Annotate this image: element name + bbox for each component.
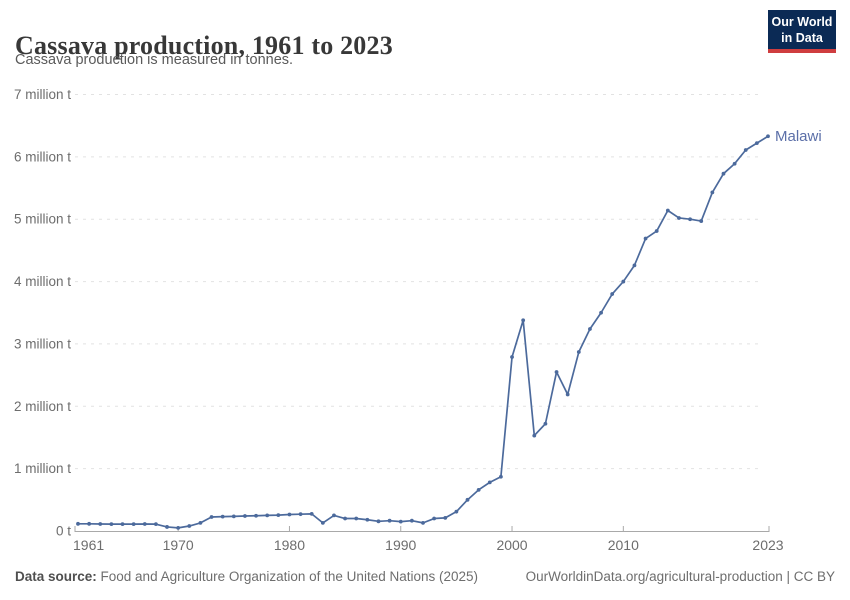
data-point[interactable] (209, 515, 214, 519)
data-source-label: Data source: (15, 569, 97, 584)
data-point[interactable] (665, 208, 670, 213)
x-axis-line (74, 526, 770, 532)
data-point[interactable] (766, 134, 770, 139)
data-point[interactable] (610, 292, 615, 296)
data-point[interactable] (588, 327, 592, 331)
data-point[interactable] (543, 421, 548, 426)
data-point[interactable] (376, 519, 381, 524)
owid-logo[interactable]: Our World in Data (768, 10, 836, 54)
data-source-note: Data source: Food and Agriculture Organi… (15, 569, 478, 585)
x-axis-label: 1980 (274, 537, 305, 553)
data-point[interactable] (454, 509, 459, 514)
chart-subtitle: Cassava production is measured in tonnes… (15, 52, 294, 68)
data-point[interactable] (510, 355, 514, 359)
data-point[interactable] (220, 514, 225, 519)
data-point[interactable] (576, 350, 581, 354)
data-point[interactable] (743, 148, 748, 152)
data-point[interactable] (565, 392, 570, 397)
data-point[interactable] (699, 219, 704, 223)
y-axis-label: 2 million t (14, 399, 71, 414)
data-point[interactable] (109, 522, 114, 527)
data-point[interactable] (476, 487, 481, 492)
data-source-text: Food and Agriculture Organization of the… (96, 569, 479, 584)
data-point[interactable] (265, 513, 270, 518)
data-point[interactable] (621, 279, 626, 284)
x-axis-label: 2000 (496, 537, 527, 553)
data-point[interactable] (198, 520, 203, 525)
y-axis-label: 6 million t (14, 149, 71, 164)
data-point[interactable] (298, 512, 303, 517)
data-point[interactable] (643, 236, 648, 241)
data-point[interactable] (677, 216, 681, 220)
data-point[interactable] (754, 141, 759, 146)
data-point[interactable] (365, 517, 370, 522)
data-point[interactable] (387, 518, 392, 523)
data-point[interactable] (76, 521, 80, 526)
data-point[interactable] (421, 520, 425, 525)
x-axis-label: 1961 (73, 537, 104, 553)
data-point[interactable] (243, 514, 247, 518)
data-point[interactable] (443, 516, 448, 520)
y-axis-label: 1 million t (14, 461, 71, 476)
data-point[interactable] (276, 513, 281, 517)
data-point[interactable] (332, 513, 336, 518)
data-point[interactable] (231, 514, 236, 519)
data-point[interactable] (98, 522, 103, 526)
data-point[interactable] (732, 161, 737, 166)
data-point[interactable] (632, 263, 637, 268)
page-title: Cassava production, 1961 to 2023 (15, 31, 393, 61)
data-point[interactable] (521, 318, 526, 323)
y-axis-label: 3 million t (14, 336, 71, 351)
data-point[interactable] (287, 512, 292, 517)
owid-url-license[interactable]: OurWorldinData.org/agricultural-producti… (525, 569, 835, 584)
data-point[interactable] (254, 513, 258, 518)
data-point[interactable] (432, 516, 437, 521)
x-axis-label: 1990 (385, 537, 416, 553)
owid-logo-line1: Our World (771, 15, 833, 29)
data-point[interactable] (710, 190, 715, 195)
data-point[interactable] (120, 522, 125, 527)
data-point[interactable] (487, 480, 492, 485)
data-point[interactable] (187, 524, 192, 528)
data-point[interactable] (154, 522, 158, 527)
data-point[interactable] (343, 516, 347, 521)
data-point[interactable] (721, 171, 726, 176)
chart-footer: Data source: Food and Agriculture Organi… (15, 569, 835, 585)
y-axis-label: 5 million t (14, 212, 71, 227)
data-point[interactable] (165, 525, 169, 529)
data-point[interactable] (354, 516, 359, 521)
data-point[interactable] (398, 519, 403, 524)
data-point[interactable] (87, 521, 92, 526)
data-point[interactable] (309, 511, 314, 516)
y-axis-label: 7 million t (14, 87, 71, 102)
x-axis-label: 2010 (608, 537, 639, 553)
y-axis-label: 4 million t (14, 274, 71, 289)
data-point[interactable] (654, 229, 659, 233)
data-point[interactable] (131, 522, 136, 527)
x-axis-label: 2023 (752, 537, 783, 553)
owid-logo-line2: in Data (781, 30, 823, 45)
data-point[interactable] (554, 370, 559, 374)
data-point[interactable] (465, 497, 470, 502)
x-axis-label: 1970 (163, 537, 194, 553)
data-point[interactable] (409, 518, 414, 523)
data-point[interactable] (532, 433, 537, 438)
entity-label-malawi: Malawi (775, 128, 822, 145)
data-point[interactable] (142, 522, 147, 526)
data-point[interactable] (176, 525, 181, 530)
y-axis-label: 0 t (56, 524, 71, 539)
data-point[interactable] (688, 217, 692, 222)
data-point[interactable] (320, 520, 325, 525)
data-point[interactable] (599, 310, 603, 315)
data-point[interactable] (499, 474, 503, 479)
